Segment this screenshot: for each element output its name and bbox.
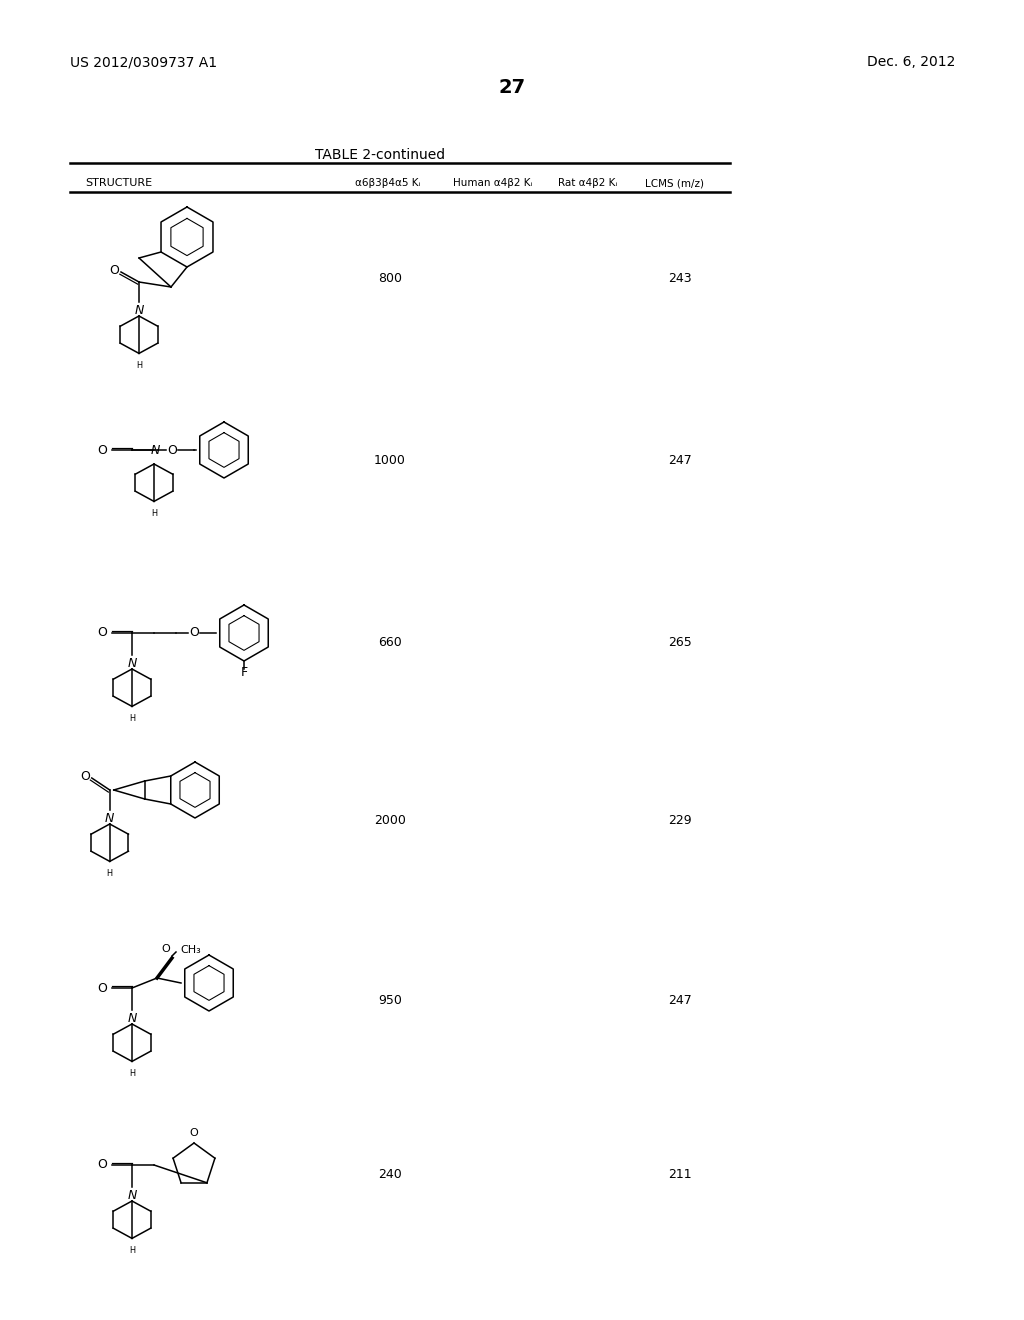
Text: 240: 240 (378, 1168, 401, 1181)
Text: H: H (106, 869, 113, 878)
Text: 265: 265 (668, 636, 692, 649)
Text: H: H (129, 1069, 135, 1078)
Text: 211: 211 (669, 1168, 692, 1181)
Text: O: O (97, 444, 106, 457)
Text: STRUCTURE: STRUCTURE (85, 178, 153, 187)
Text: LCMS (m/z): LCMS (m/z) (645, 178, 705, 187)
Text: O: O (97, 1159, 106, 1172)
Text: 2000: 2000 (374, 813, 406, 826)
Text: 229: 229 (669, 813, 692, 826)
Text: Human α4β2 Kᵢ: Human α4β2 Kᵢ (453, 178, 532, 187)
Text: Rat α4β2 Kᵢ: Rat α4β2 Kᵢ (558, 178, 617, 187)
Text: H: H (129, 1246, 135, 1255)
Text: N: N (105, 812, 115, 825)
Text: N: N (127, 1012, 136, 1026)
Text: H: H (151, 510, 157, 517)
Text: 243: 243 (669, 272, 692, 285)
Text: O: O (161, 944, 170, 954)
Text: F: F (241, 667, 248, 680)
Text: TABLE 2-continued: TABLE 2-continued (315, 148, 445, 162)
Text: US 2012/0309737 A1: US 2012/0309737 A1 (70, 55, 217, 69)
Text: O: O (97, 982, 106, 994)
Text: O: O (80, 770, 90, 783)
Text: 27: 27 (499, 78, 525, 96)
Text: O: O (189, 627, 199, 639)
Text: N: N (151, 444, 160, 457)
Text: O: O (189, 1129, 199, 1138)
Text: H: H (129, 714, 135, 723)
Text: 247: 247 (668, 994, 692, 1006)
Text: 660: 660 (378, 636, 401, 649)
Text: H: H (136, 362, 142, 370)
Text: CH₃: CH₃ (180, 945, 201, 954)
Text: 800: 800 (378, 272, 402, 285)
Text: Dec. 6, 2012: Dec. 6, 2012 (866, 55, 955, 69)
Text: 1000: 1000 (374, 454, 406, 466)
Text: O: O (97, 627, 106, 639)
Text: N: N (127, 1189, 136, 1203)
Text: 247: 247 (668, 454, 692, 466)
Text: 950: 950 (378, 994, 402, 1006)
Text: N: N (134, 304, 143, 317)
Text: O: O (167, 444, 177, 457)
Text: N: N (127, 657, 136, 671)
Text: O: O (110, 264, 119, 276)
Text: α6β3β4α5 Kᵢ: α6β3β4α5 Kᵢ (355, 178, 421, 187)
